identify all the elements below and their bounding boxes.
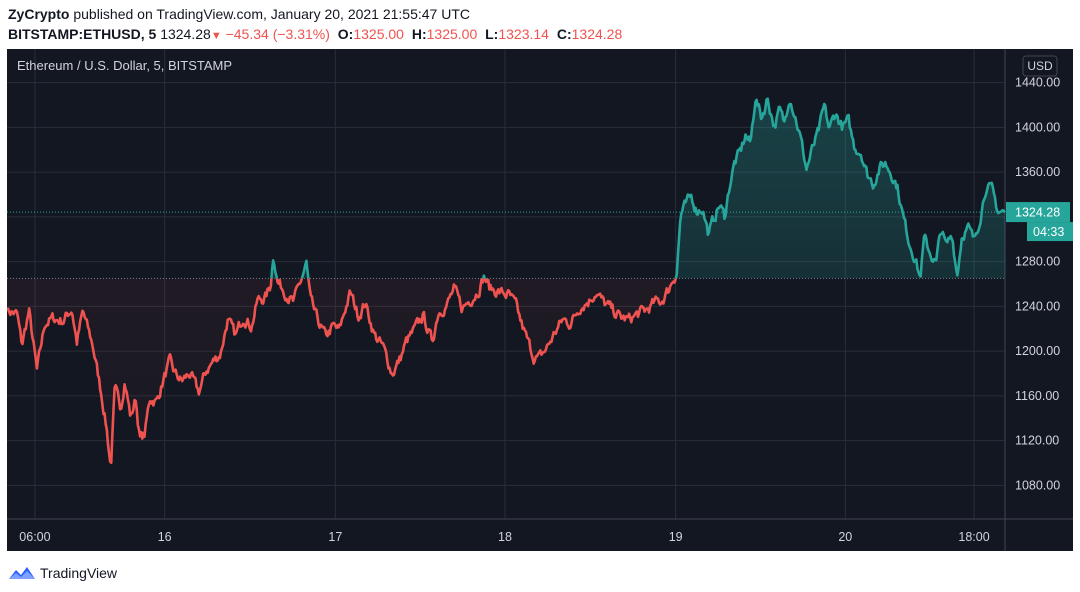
close-value: 1324.28 <box>571 26 623 42</box>
area-fill-above-baseline <box>271 98 1005 279</box>
currency-badge <box>1022 55 1058 77</box>
author-name[interactable]: ZyCrypto <box>8 6 70 22</box>
y-tick-label: 1200.00 <box>1015 344 1060 358</box>
published-text: published on TradingView.com, January 20… <box>73 6 471 22</box>
last-price-tag <box>1006 202 1070 223</box>
x-tick-label: 18:00 <box>958 530 989 544</box>
tradingview-brand[interactable]: TradingView <box>40 565 118 581</box>
y-tick-label: 1400.00 <box>1015 120 1060 134</box>
open-label: O: <box>337 26 354 42</box>
chart-container[interactable]: Ethereum / U.S. Dollar, 5, BITSTAMP USD 14… <box>7 49 1073 551</box>
low-label: L: <box>485 26 499 42</box>
footer: TradingView <box>8 562 117 584</box>
high-value: 1325.00 <box>426 26 478 42</box>
currency-label: USD <box>1027 59 1053 73</box>
last-price: 1324.28 <box>160 26 211 42</box>
down-arrow-icon: ▼ <box>210 30 222 42</box>
price-change: −45.34 (−3.31%) <box>225 26 330 42</box>
y-tick-label: 1160.00 <box>1015 389 1059 403</box>
countdown-tag <box>1027 222 1073 242</box>
x-tick-label: 20 <box>838 530 852 544</box>
price-line-up <box>270 97 1006 279</box>
x-tick-label: 18 <box>498 530 512 544</box>
low-value: 1323.14 <box>498 26 549 42</box>
chart-header: ZyCrypto published on TradingView.com, J… <box>8 5 1072 44</box>
x-tick-label: 19 <box>669 530 683 544</box>
high-label: H: <box>411 26 427 42</box>
y-tick-label: 1240.00 <box>1015 299 1060 313</box>
last-price-tag-label: 1324.28 <box>1015 206 1060 220</box>
y-tick-label: 1080.00 <box>1015 478 1060 492</box>
x-tick-label: 16 <box>158 530 172 544</box>
y-tick-label: 1440.00 <box>1015 76 1060 90</box>
price-chart[interactable]: Ethereum / U.S. Dollar, 5, BITSTAMP USD 14… <box>7 49 1073 551</box>
y-tick-label: 1280.00 <box>1015 255 1060 269</box>
y-tick-label: 1360.00 <box>1015 165 1060 179</box>
open-value: 1325.00 <box>353 26 404 42</box>
publish-info: ZyCrypto published on TradingView.com, J… <box>8 5 1072 24</box>
price-line-down <box>7 278 678 465</box>
symbol-label: BITSTAMP:ETHUSD, 5 <box>8 26 157 42</box>
ohlc-legend: BITSTAMP:ETHUSD, 5 1324.28▼ −45.34 (−3.3… <box>8 24 1072 44</box>
y-tick-label: 1120.00 <box>1015 434 1059 448</box>
countdown-tag-label: 04:33 <box>1033 225 1064 239</box>
x-tick-label: 06:00 <box>19 530 50 544</box>
close-label: C: <box>556 26 572 42</box>
x-tick-label: 17 <box>328 530 342 544</box>
chart-title: Ethereum / U.S. Dollar, 5, BITSTAMP <box>17 58 232 73</box>
tradingview-logo-icon[interactable] <box>8 565 36 581</box>
